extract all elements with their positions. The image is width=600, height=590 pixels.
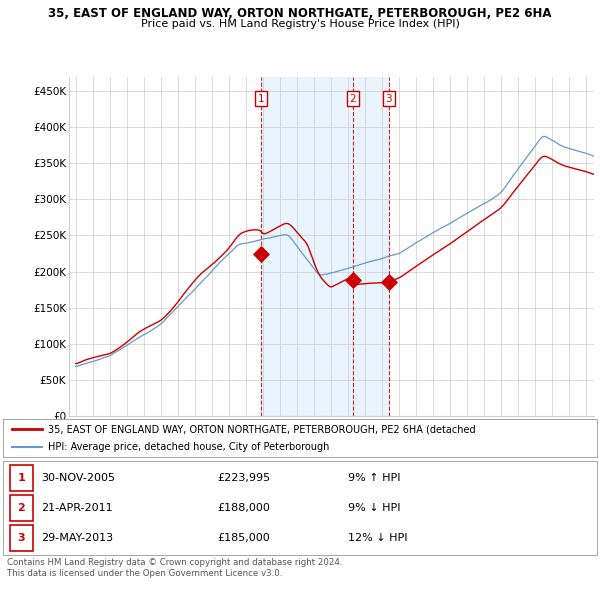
Text: £185,000: £185,000 xyxy=(217,533,269,543)
FancyBboxPatch shape xyxy=(10,495,33,521)
Text: 12% ↓ HPI: 12% ↓ HPI xyxy=(347,533,407,543)
Point xyxy=(348,276,358,285)
FancyBboxPatch shape xyxy=(3,461,597,555)
FancyBboxPatch shape xyxy=(3,419,597,457)
Text: 3: 3 xyxy=(17,533,25,543)
Text: 2: 2 xyxy=(350,94,356,104)
Text: Price paid vs. HM Land Registry's House Price Index (HPI): Price paid vs. HM Land Registry's House … xyxy=(140,19,460,30)
Text: 1: 1 xyxy=(258,94,265,104)
Text: 2: 2 xyxy=(17,503,25,513)
Point xyxy=(256,250,266,259)
Text: 21-APR-2011: 21-APR-2011 xyxy=(41,503,113,513)
Text: HPI: Average price, detached house, City of Peterborough: HPI: Average price, detached house, City… xyxy=(47,442,329,452)
Text: 3: 3 xyxy=(385,94,392,104)
Bar xyxy=(261,77,389,416)
FancyBboxPatch shape xyxy=(10,525,33,551)
Text: Contains HM Land Registry data © Crown copyright and database right 2024.: Contains HM Land Registry data © Crown c… xyxy=(7,558,343,566)
Text: £188,000: £188,000 xyxy=(217,503,270,513)
Text: This data is licensed under the Open Government Licence v3.0.: This data is licensed under the Open Gov… xyxy=(7,569,283,578)
Point xyxy=(384,278,394,287)
Text: 9% ↑ HPI: 9% ↑ HPI xyxy=(347,473,400,483)
Text: 9% ↓ HPI: 9% ↓ HPI xyxy=(347,503,400,513)
Text: 35, EAST OF ENGLAND WAY, ORTON NORTHGATE, PETERBOROUGH, PE2 6HA: 35, EAST OF ENGLAND WAY, ORTON NORTHGATE… xyxy=(48,7,552,20)
Text: £223,995: £223,995 xyxy=(217,473,270,483)
Text: 35, EAST OF ENGLAND WAY, ORTON NORTHGATE, PETERBOROUGH, PE2 6HA (detached: 35, EAST OF ENGLAND WAY, ORTON NORTHGATE… xyxy=(47,424,475,434)
Text: 30-NOV-2005: 30-NOV-2005 xyxy=(41,473,116,483)
Text: 29-MAY-2013: 29-MAY-2013 xyxy=(41,533,114,543)
Text: 1: 1 xyxy=(17,473,25,483)
FancyBboxPatch shape xyxy=(10,465,33,491)
